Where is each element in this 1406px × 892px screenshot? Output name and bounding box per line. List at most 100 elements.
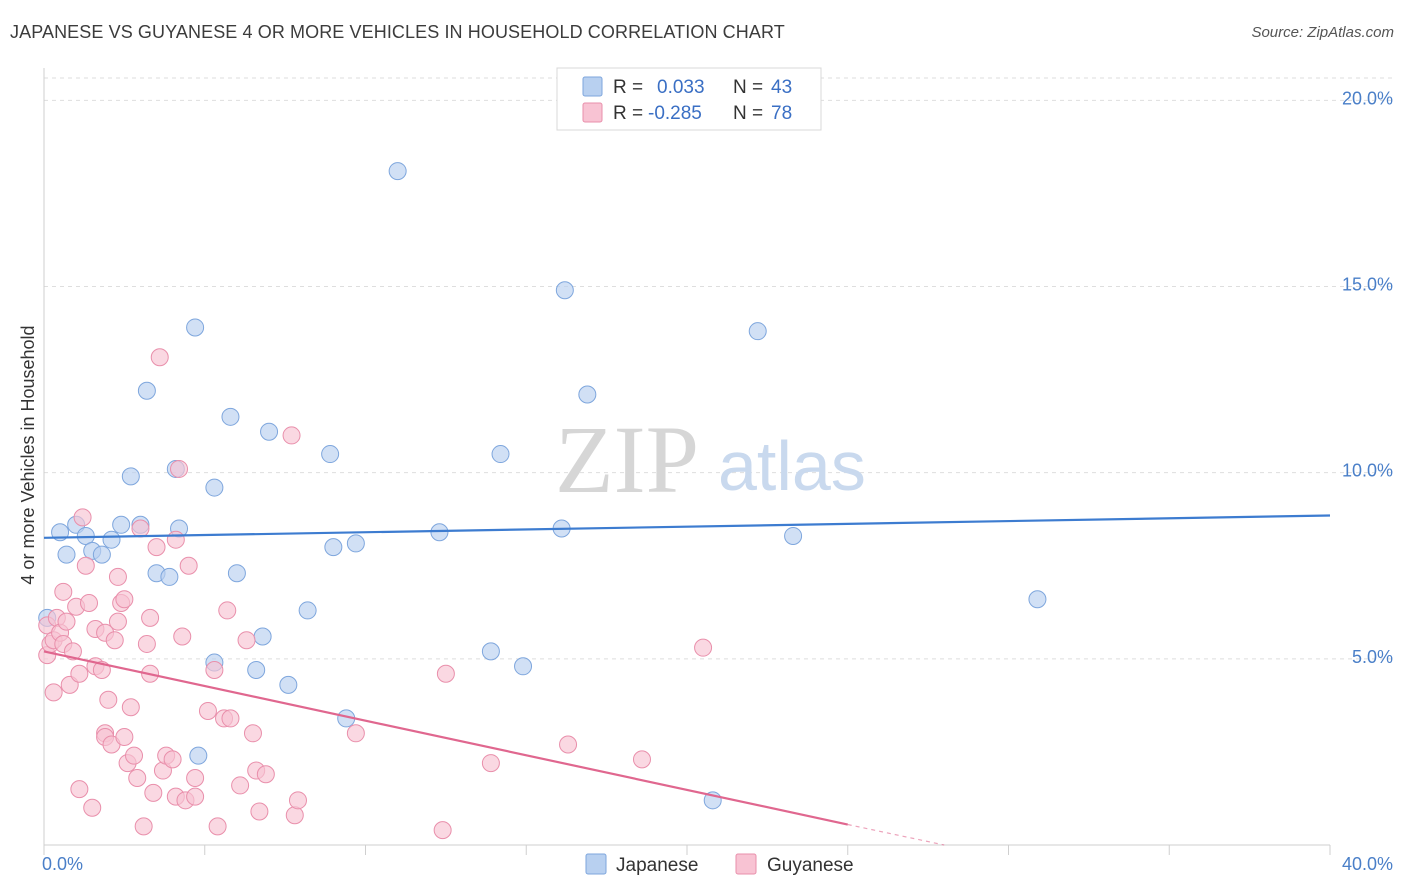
guyanese-point	[131, 519, 150, 538]
guyanese-point	[150, 348, 169, 367]
legend-r-value-guyanese: -0.285	[648, 103, 702, 124]
guyanese-point	[115, 590, 134, 609]
axes	[43, 68, 1331, 855]
guyanese-point	[218, 601, 237, 620]
guyanese-point	[481, 754, 500, 773]
guyanese-point	[147, 538, 166, 557]
japanese-point	[205, 478, 224, 497]
japanese-point	[578, 385, 597, 404]
guyanese-point	[57, 612, 76, 631]
japanese-point	[514, 657, 533, 676]
guyanese-point	[70, 664, 89, 683]
legend-r-label-japanese: R =	[613, 77, 643, 98]
guyanese-point	[559, 735, 578, 754]
japanese-point	[481, 642, 500, 661]
japanese-point	[186, 318, 205, 337]
y-tick-label: 10.0%	[1342, 461, 1393, 481]
japanese-point	[784, 526, 803, 545]
chart-title: JAPANESE VS GUYANESE 4 OR MORE VEHICLES …	[10, 22, 785, 42]
legend-bottom: Japanese Guyanese	[585, 853, 854, 876]
guyanese-point	[179, 556, 198, 575]
guyanese-point	[288, 791, 307, 810]
y-tick-label: 15.0%	[1342, 275, 1393, 295]
guyanese-point	[73, 508, 92, 527]
japanese-point	[346, 534, 365, 553]
source-label: Source: ZipAtlas.com	[1251, 24, 1394, 41]
legend-swatch-guyanese	[582, 102, 603, 123]
guyanese-point	[108, 567, 127, 586]
guyanese-point	[44, 683, 63, 702]
guyanese-point	[76, 556, 95, 575]
guyanese-point	[170, 459, 189, 478]
guyanese-point	[208, 817, 227, 836]
guyanese-point	[163, 750, 182, 769]
japanese-trend-line	[43, 514, 1331, 539]
guyanese-point	[433, 821, 452, 840]
legend-r-value-japanese: 0.033	[657, 77, 705, 98]
guyanese-point	[243, 724, 262, 743]
tick-labels: 5.0% 10.0% 15.0% 20.0% 0.0% 40.0%	[42, 88, 1393, 874]
japanese-point	[298, 601, 317, 620]
guyanese-point	[108, 612, 127, 631]
legend-bottom-guyanese: Guyanese	[767, 855, 854, 876]
guyanese-point	[237, 631, 256, 650]
y-tick-label: 20.0%	[1342, 88, 1393, 108]
guyanese-point	[128, 768, 147, 787]
legend-bottom-swatch-japanese	[585, 853, 607, 875]
guyanese-point	[173, 627, 192, 646]
japanese-point	[253, 627, 272, 646]
guyanese-point	[141, 608, 160, 627]
guyanese-point	[694, 638, 713, 657]
japanese-point	[1028, 590, 1047, 609]
guyanese-point	[115, 728, 134, 747]
guyanese-point	[99, 690, 118, 709]
legend-n-value-japanese: 43	[771, 77, 792, 98]
japanese-point	[430, 523, 449, 542]
guyanese-point	[121, 698, 140, 717]
guyanese-point	[285, 806, 304, 825]
guyanese-point	[632, 750, 651, 769]
guyanese-point	[137, 634, 156, 653]
guyanese-point	[80, 593, 99, 612]
y-axis-label: 4 or more Vehicles in Household	[18, 325, 38, 584]
guyanese-trend-extension	[847, 823, 945, 846]
legend-swatch-japanese	[582, 76, 603, 97]
guyanese-point	[54, 582, 73, 601]
guyanese-point	[256, 765, 275, 784]
watermark-zip: ZIP	[555, 406, 699, 513]
guyanese-point	[144, 783, 163, 802]
guyanese-point	[221, 709, 240, 728]
guyanese-trend-line	[43, 650, 848, 826]
legend-n-label-guyanese: N =	[733, 103, 763, 124]
guyanese-point	[134, 817, 153, 836]
x-tick-label: 0.0%	[42, 854, 83, 874]
watermark-atlas: atlas	[718, 427, 866, 505]
japanese-point	[92, 545, 111, 564]
guyanese-point	[282, 426, 301, 445]
trend-lines	[43, 514, 1331, 846]
japanese-point	[260, 422, 279, 441]
japanese-point	[247, 661, 266, 680]
y-tick-label: 5.0%	[1352, 647, 1393, 667]
x-tick-label: 40.0%	[1342, 854, 1393, 874]
japanese-point	[491, 445, 510, 464]
legend-r-label-guyanese: R =	[613, 103, 643, 124]
guyanese-point	[346, 724, 365, 743]
japanese-point	[388, 162, 407, 181]
japanese-point	[279, 675, 298, 694]
japanese-point	[321, 445, 340, 464]
japanese-point	[227, 564, 246, 583]
japanese-point	[221, 407, 240, 426]
legend-bottom-swatch-guyanese	[735, 853, 757, 875]
japanese-point	[121, 467, 140, 486]
japanese-point	[189, 746, 208, 765]
japanese-point	[160, 567, 179, 586]
japanese-point	[324, 538, 343, 557]
japanese-point	[112, 515, 131, 534]
japanese-point	[748, 322, 767, 341]
guyanese-point	[186, 768, 205, 787]
japanese-point	[102, 530, 121, 549]
guyanese-point	[166, 530, 185, 549]
watermark: ZIP atlas	[555, 406, 866, 513]
